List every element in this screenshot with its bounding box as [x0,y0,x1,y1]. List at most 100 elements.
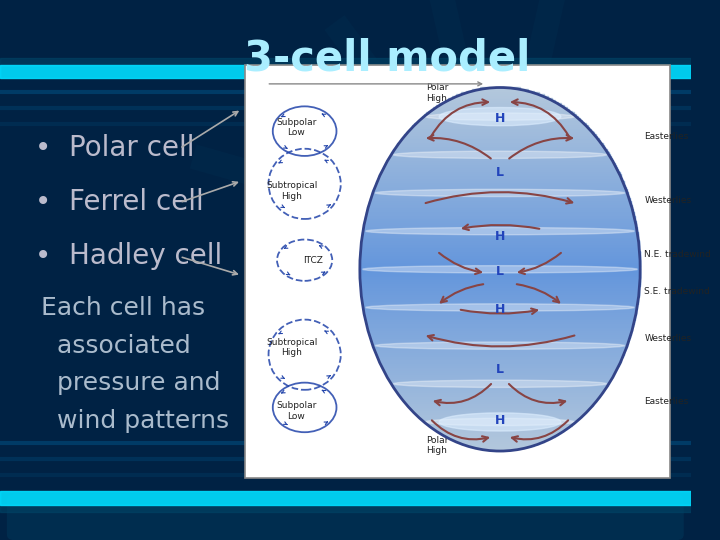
Bar [364,310,636,313]
Bar [377,354,623,356]
Bar [380,172,620,175]
Bar [364,224,636,226]
Bar [361,240,639,242]
Text: associated: associated [42,334,192,357]
Bar [404,134,595,137]
Bar [370,334,630,336]
Bar [379,176,621,178]
Bar [366,212,634,215]
Text: Westerlies: Westerlies [644,334,691,343]
Bar [384,165,616,167]
Bar [416,413,584,415]
Bar [472,445,528,448]
Text: Easterlies: Easterlies [644,132,688,141]
Bar [0,491,690,505]
Bar [400,140,600,142]
Ellipse shape [363,266,637,273]
Text: Subpolar
Low: Subpolar Low [276,401,316,421]
Bar [426,421,574,424]
Bar [397,143,603,146]
Bar [368,329,632,331]
Text: •  Ferrel cell: • Ferrel cell [35,188,203,217]
Bar [390,154,610,157]
Ellipse shape [426,418,575,426]
Bar [371,196,629,198]
Text: H: H [495,414,505,427]
Ellipse shape [439,107,561,126]
Bar [424,420,576,422]
Bar [365,218,635,220]
Bar [449,98,552,100]
Bar [374,345,626,347]
Bar [472,89,528,91]
Bar [381,171,619,173]
Bar [399,393,601,395]
Bar [361,291,639,293]
Bar [369,330,631,333]
Bar [433,427,567,429]
Text: Polar
High: Polar High [426,436,448,455]
Bar [360,269,640,271]
Bar [368,207,632,210]
Bar [368,327,632,329]
Bar [361,292,639,295]
Bar [363,229,637,231]
Bar [362,298,638,300]
Bar [424,114,576,117]
Text: Subtropical
High: Subtropical High [266,338,318,357]
Text: L: L [496,265,504,278]
Bar [392,383,608,386]
Bar [368,205,632,207]
Bar [408,131,593,133]
Text: L: L [496,166,504,179]
Bar [364,220,635,222]
Bar [361,244,639,246]
Bar [374,347,626,349]
Bar [394,149,606,151]
Bar [366,216,634,218]
Text: Subtropical
High: Subtropical High [266,181,318,201]
Bar [436,105,564,107]
Bar [386,161,614,164]
Bar [360,256,640,258]
Bar [366,323,634,326]
Bar [360,280,640,282]
Bar [361,287,639,289]
Bar [392,151,608,153]
Bar [361,284,639,286]
Bar [387,160,613,162]
Bar [383,167,617,170]
Bar [401,138,599,140]
Text: wind patterns: wind patterns [42,409,230,433]
Bar [389,378,611,380]
Bar [370,336,630,339]
Text: H: H [495,303,505,316]
Bar [386,373,614,375]
Text: Each cell has: Each cell has [42,296,206,320]
Bar [364,225,636,227]
Bar [364,221,636,224]
Bar [395,387,606,389]
Bar [418,414,582,416]
Bar [360,254,640,256]
Bar [402,398,598,400]
Bar [364,307,636,309]
Bar [375,185,625,187]
Bar [364,227,636,229]
Bar [363,231,637,233]
Bar [416,122,584,124]
Bar [445,100,555,102]
Bar [428,111,572,113]
Bar [390,380,610,382]
Bar [361,238,639,240]
Bar [431,425,569,428]
Text: Easterlies: Easterlies [644,397,688,407]
Bar [360,265,640,267]
Bar [360,258,640,260]
Bar [422,116,578,118]
Bar [362,232,638,235]
Bar [361,285,639,287]
Bar [369,201,631,204]
Bar [410,127,590,129]
Bar [373,343,627,346]
